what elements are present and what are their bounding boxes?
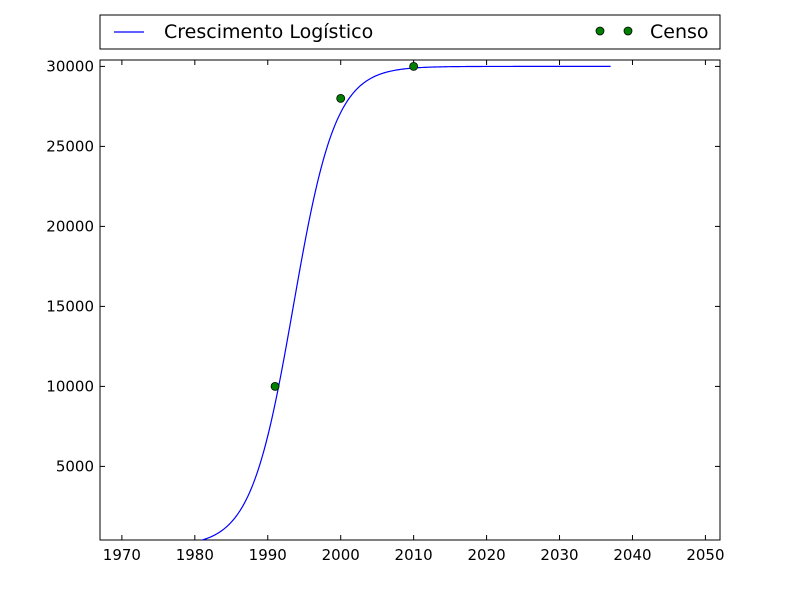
x-axis: 1970 1980 1990 2000 2010 2020 2030 2040 2050 (103, 60, 725, 564)
x-tick-label: 1990 (249, 546, 287, 564)
series-line (201, 65, 611, 541)
y-tick-label: 20000 (46, 217, 94, 235)
plot-frame (99, 59, 721, 541)
legend-label-points: Censo (650, 21, 709, 43)
x-tick-label: 2000 (322, 546, 360, 564)
legend: Crescimento Logístico Censo (99, 14, 721, 50)
plot-area: 1970 1980 1990 2000 2010 2020 2030 2040 2050 500… (46, 57, 724, 564)
data-point (336, 94, 346, 103)
x-tick-label: 2010 (395, 546, 433, 564)
legend-box (99, 14, 721, 50)
legend-marker (595, 26, 605, 36)
y-tick-label: 30000 (46, 57, 94, 75)
y-tick-label: 5000 (56, 457, 94, 475)
y-axis: 5000 10000 15000 20000 25000 30000 (46, 57, 720, 475)
x-tick-label: 2040 (613, 546, 651, 564)
data-point (270, 381, 280, 391)
x-tick-label: 1980 (176, 546, 214, 564)
data-point (409, 62, 419, 71)
legend-label-line: Crescimento Logístico (164, 21, 373, 43)
y-tick-label: 10000 (46, 377, 94, 395)
series-layer (201, 62, 611, 541)
x-tick-label: 2020 (467, 546, 505, 564)
x-tick-label: 2050 (686, 546, 724, 564)
y-tick-label: 25000 (46, 137, 94, 155)
x-tick-label: 1970 (103, 546, 141, 564)
legend-marker (623, 26, 633, 36)
x-tick-label: 2030 (540, 546, 578, 564)
y-tick-label: 15000 (46, 297, 94, 315)
